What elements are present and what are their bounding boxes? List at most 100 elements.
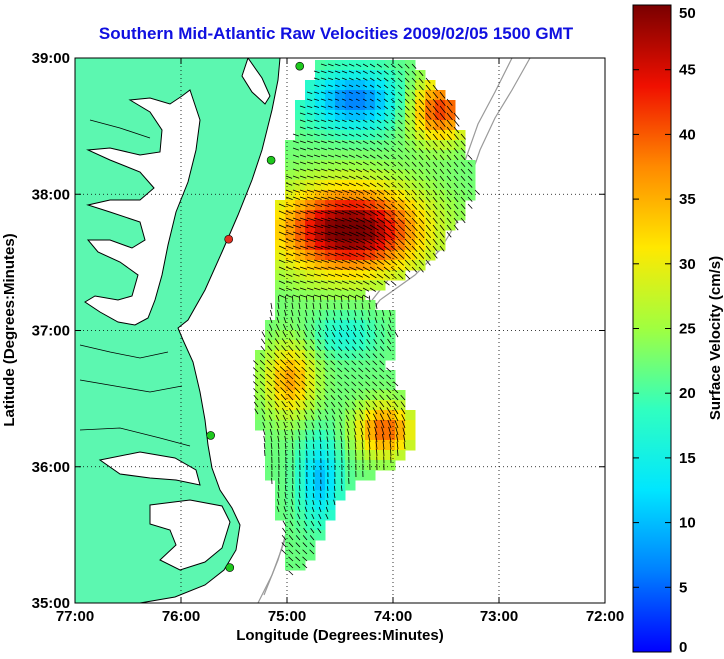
velocity-cell — [285, 400, 296, 411]
velocity-vector — [418, 98, 425, 105]
velocity-vector — [352, 346, 357, 352]
velocity-vector — [376, 252, 385, 259]
velocity-vector — [374, 317, 378, 324]
velocity-vector — [313, 91, 320, 94]
velocity-cell — [375, 410, 386, 421]
velocity-vector — [320, 119, 327, 122]
velocity-vector — [334, 196, 344, 201]
velocity-vector — [432, 112, 439, 121]
velocity-cell — [285, 310, 296, 321]
velocity-vector — [368, 434, 371, 443]
velocity-vector — [369, 231, 379, 238]
velocity-vector — [362, 224, 373, 231]
velocity-vector — [366, 331, 371, 338]
velocity-cell — [455, 190, 466, 201]
velocity-cell — [455, 130, 466, 141]
velocity-vector — [432, 168, 438, 175]
velocity-vector — [397, 189, 404, 196]
velocity-cell — [395, 420, 406, 431]
velocity-vector — [320, 63, 327, 67]
velocity-cell — [325, 240, 336, 251]
velocity-cell — [385, 180, 396, 191]
velocity-vector — [383, 126, 389, 131]
velocity-cell — [305, 400, 316, 411]
velocity-vector — [317, 408, 322, 415]
velocity-vector — [276, 316, 280, 324]
velocity-cell — [395, 390, 406, 401]
velocity-vector — [432, 91, 439, 99]
velocity-vector — [306, 203, 315, 207]
velocity-vector — [298, 443, 301, 450]
velocity-cell — [305, 150, 316, 161]
velocity-cell — [345, 240, 356, 251]
velocity-vector — [367, 324, 371, 331]
velocity-vector — [341, 105, 347, 108]
velocity-vector — [341, 140, 348, 144]
velocity-vector — [362, 147, 369, 152]
velocity-vector — [379, 381, 385, 387]
velocity-cell — [275, 430, 286, 441]
velocity-vector — [273, 366, 280, 373]
velocity-vector — [362, 231, 373, 238]
velocity-vector — [320, 70, 327, 74]
velocity-cell — [285, 540, 296, 551]
velocity-cell — [395, 140, 406, 151]
velocity-vector — [286, 380, 294, 387]
velocity-cell — [335, 160, 346, 171]
velocity-vector — [390, 147, 396, 153]
velocity-cell — [395, 410, 406, 421]
velocity-vector — [337, 401, 343, 408]
velocity-vector — [290, 421, 294, 429]
velocity-vector — [352, 339, 357, 345]
velocity-vector — [369, 105, 374, 109]
velocity-vector — [337, 374, 343, 380]
velocity-cell — [445, 170, 456, 181]
velocity-vector — [266, 366, 273, 373]
velocity-vector — [446, 203, 452, 210]
velocity-vector — [467, 196, 473, 202]
velocity-vector — [282, 520, 287, 527]
velocity-vector — [301, 380, 308, 387]
velocity-vector — [397, 168, 404, 174]
velocity-cell — [425, 80, 436, 91]
velocity-cell — [255, 360, 266, 371]
velocity-vector — [404, 84, 410, 90]
velocity-cell — [385, 370, 396, 381]
velocity-vector — [341, 224, 352, 230]
velocity-vector — [253, 388, 259, 394]
velocity-vector — [298, 492, 301, 499]
velocity-cell — [385, 110, 396, 121]
velocity-cell — [255, 370, 266, 381]
velocity-vector — [344, 381, 350, 387]
velocity-vector — [386, 401, 392, 408]
velocity-vector — [383, 175, 390, 181]
velocity-cell — [335, 310, 346, 321]
velocity-cell — [405, 200, 416, 211]
velocity-cell — [295, 320, 306, 331]
velocity-vector — [432, 105, 439, 114]
velocity-cell — [325, 220, 336, 231]
velocity-cell — [305, 280, 316, 291]
velocity-cell — [265, 460, 276, 471]
velocity-vector — [323, 353, 329, 359]
velocity-vector — [320, 126, 327, 130]
velocity-vector — [348, 147, 355, 151]
velocity-vector — [432, 217, 438, 224]
velocity-cell — [315, 480, 326, 491]
colorbar-tick-label: 50 — [679, 5, 696, 22]
velocity-cell — [295, 540, 306, 551]
velocity-vector — [376, 245, 385, 252]
velocity-vector — [327, 105, 333, 108]
velocity-vector — [327, 203, 337, 208]
y-tick-label: 36:00 — [32, 459, 70, 476]
velocity-vector — [320, 105, 326, 108]
velocity-cell — [365, 230, 376, 241]
velocity-vector — [313, 238, 323, 243]
velocity-cell — [355, 330, 366, 341]
velocity-vector — [411, 63, 417, 69]
velocity-vector — [295, 535, 301, 541]
velocity-vector — [311, 506, 315, 513]
velocity-vector — [362, 449, 364, 457]
velocity-vector — [296, 331, 301, 338]
